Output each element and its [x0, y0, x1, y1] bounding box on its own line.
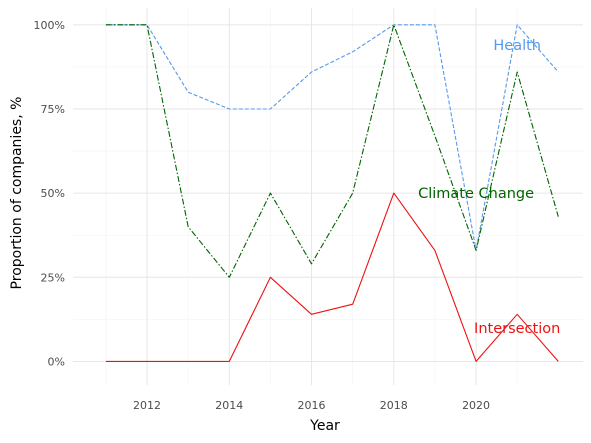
x-tick-label: 2014 [215, 399, 243, 412]
y-axis-title: Proportion of companies, % [9, 97, 25, 290]
x-tick-label: 2018 [380, 399, 408, 412]
y-tick-label: 0% [48, 355, 65, 368]
x-tick-labels: 2012 2014 2016 2018 2020 [133, 399, 490, 412]
series-line-intersection [105, 192, 559, 362]
y-tick-label: 50% [41, 187, 65, 200]
y-tick-label: 75% [41, 103, 65, 116]
x-tick-label: 2020 [462, 399, 490, 412]
x-axis-title: Year [309, 418, 340, 434]
y-tick-labels: 0% 25% 50% 75% 100% [34, 19, 65, 369]
x-tick-label: 2012 [133, 399, 161, 412]
x-tick-label: 2016 [298, 399, 326, 412]
series-lines [105, 24, 559, 362]
axes: 2012 2014 2016 2018 2020 0% 25% 50% 75% 100% Yea… [9, 19, 490, 434]
series-line-climate-change [105, 24, 559, 278]
y-tick-label: 25% [41, 271, 65, 284]
series-line-health [105, 24, 559, 251]
y-tick-label: 100% [34, 19, 65, 32]
series-annotations: Health Climate Change Intersection [418, 38, 560, 337]
series-label-intersection: Intersection [474, 321, 560, 337]
series-label-health: Health [493, 38, 541, 54]
series-label-climate-change: Climate Change [418, 186, 534, 202]
